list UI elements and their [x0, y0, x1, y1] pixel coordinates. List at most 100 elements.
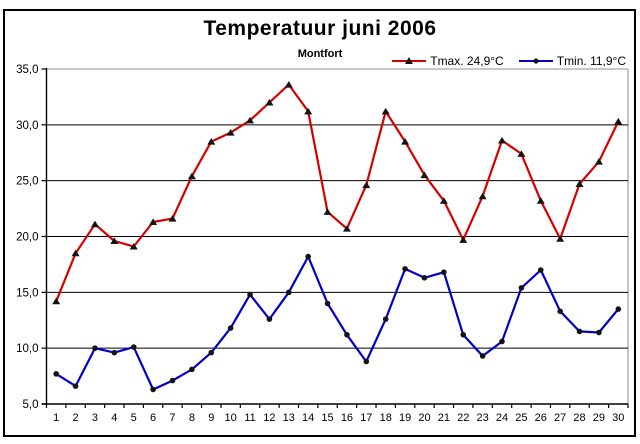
- y-tick-label: 35,0: [16, 64, 38, 76]
- data-point-tmin-day14: [305, 253, 311, 260]
- y-tick-label: 5,0: [23, 399, 39, 411]
- data-point-tmax-day16: [342, 225, 351, 232]
- data-point-tmax-day24: [498, 136, 507, 144]
- data-point-tmax-day20: [420, 171, 429, 179]
- x-tick-label: 10: [225, 412, 237, 424]
- data-point-tmax-day19: [401, 137, 410, 145]
- y-tick-label: 20,0: [16, 232, 38, 244]
- data-point-tmin-day24: [499, 338, 505, 345]
- data-point-tmin-day6: [150, 386, 156, 393]
- data-point-tmin-day26: [537, 267, 544, 273]
- x-tick-label: 23: [477, 412, 489, 424]
- data-point-tmax-day2: [71, 249, 80, 257]
- x-tick-label: 12: [263, 412, 275, 424]
- x-tick-label: 30: [612, 412, 624, 424]
- legend-item-tmin: Tmin. 11,9°C: [518, 54, 626, 68]
- data-point-tmax-day21: [439, 197, 448, 204]
- x-tick-label: 29: [593, 412, 605, 424]
- chart-outer-border: [3, 9, 636, 437]
- data-point-tmax-day7: [168, 215, 177, 222]
- x-tick-label: 3: [92, 412, 98, 424]
- data-point-tmin-day20: [421, 275, 428, 281]
- data-point-tmax-day22: [459, 236, 468, 243]
- data-point-tmax-day5: [129, 242, 138, 250]
- x-tick-label: 1: [53, 412, 59, 424]
- x-tick-label: 8: [189, 412, 195, 424]
- x-tick-label: 11: [244, 412, 255, 424]
- x-tick-label: 27: [554, 412, 566, 424]
- data-point-tmin-day5: [130, 344, 137, 350]
- data-point-tmax-day13: [284, 81, 293, 88]
- data-point-tmin-day23: [479, 353, 486, 359]
- data-point-tmin-day7: [169, 377, 176, 384]
- data-point-tmin-day17: [363, 358, 370, 365]
- x-tick-label: 13: [283, 412, 295, 424]
- data-point-tmin-day19: [402, 266, 408, 272]
- data-point-tmin-day16: [344, 331, 350, 338]
- x-tick-label: 28: [573, 412, 585, 424]
- chart-title: Temperatuur juni 2006: [203, 17, 437, 40]
- y-tick-label: 15,0: [16, 287, 38, 299]
- data-point-tmax-day4: [110, 237, 119, 244]
- y-tick-label: 25,0: [16, 176, 38, 188]
- x-tick-label: 15: [321, 412, 333, 424]
- data-point-tmin-day1: [53, 371, 59, 377]
- data-point-tmin-day10: [227, 325, 234, 331]
- data-point-tmin-day30: [615, 306, 622, 312]
- data-point-tmax-day6: [149, 218, 158, 225]
- x-tick-label: 18: [380, 412, 392, 424]
- data-point-tmin-day13: [285, 289, 292, 296]
- x-tick-label: 7: [169, 412, 175, 424]
- data-point-tmax-day10: [226, 129, 235, 136]
- data-point-tmin-day3: [92, 345, 98, 351]
- data-point-tmax-day9: [207, 137, 216, 145]
- data-point-tmin-day22: [460, 331, 467, 338]
- data-point-tmax-day28: [575, 180, 584, 188]
- data-point-tmin-day9: [208, 349, 215, 356]
- legend: Tmax. 24,9°C Tmin. 11,9°C: [391, 54, 626, 68]
- data-point-tmin-day28: [576, 328, 583, 335]
- x-tick-label: 20: [418, 412, 430, 424]
- tmax-legend-sample-icon: [392, 57, 427, 64]
- data-point-tmin-day15: [324, 300, 331, 307]
- data-point-tmax-day3: [90, 220, 99, 228]
- data-point-tmin-day8: [189, 366, 195, 373]
- x-tick-label: 24: [496, 412, 508, 424]
- x-tick-label: 9: [208, 412, 214, 424]
- series-line-tmin: [55, 255, 620, 391]
- legend-item-tmax: Tmax. 24,9°C: [391, 54, 504, 68]
- data-point-tmin-day11: [247, 291, 253, 298]
- data-point-tmax-day30: [614, 117, 623, 125]
- data-point-tmax-day27: [556, 235, 565, 242]
- data-point-tmax-day18: [381, 107, 390, 115]
- data-point-tmin-day21: [441, 269, 447, 276]
- chart-subtitle: Montfort: [297, 48, 343, 60]
- x-tick-label: 2: [73, 412, 79, 424]
- x-tick-label: 22: [457, 412, 469, 424]
- data-point-tmax-day25: [517, 150, 526, 157]
- data-point-tmax-day23: [478, 192, 487, 200]
- data-point-tmax-day17: [362, 181, 371, 189]
- data-point-tmin-day29: [596, 329, 602, 336]
- x-tick-label: 6: [150, 412, 156, 424]
- data-point-tmin-day4: [111, 349, 118, 356]
- x-tick-label: 14: [302, 412, 314, 424]
- y-tick-label: 10,0: [16, 343, 38, 355]
- x-tick-label: 19: [399, 412, 411, 424]
- x-tick-label: 16: [341, 412, 353, 424]
- x-tick-label: 21: [438, 412, 450, 424]
- x-tick-label: 4: [111, 412, 117, 424]
- x-tick-label: 26: [535, 412, 547, 424]
- data-point-tmax-day12: [265, 98, 274, 106]
- legend-label-tmin: Tmin. 11,9°C: [556, 54, 626, 68]
- x-tick-label: 25: [515, 412, 527, 424]
- data-point-tmax-day1: [52, 297, 61, 305]
- data-point-tmin-day25: [518, 285, 525, 291]
- data-point-tmin-day18: [382, 316, 389, 322]
- y-tick-label: 30,0: [16, 120, 38, 132]
- data-point-tmax-day26: [536, 197, 545, 204]
- data-point-tmax-day11: [246, 116, 255, 124]
- data-point-tmax-day15: [323, 208, 332, 215]
